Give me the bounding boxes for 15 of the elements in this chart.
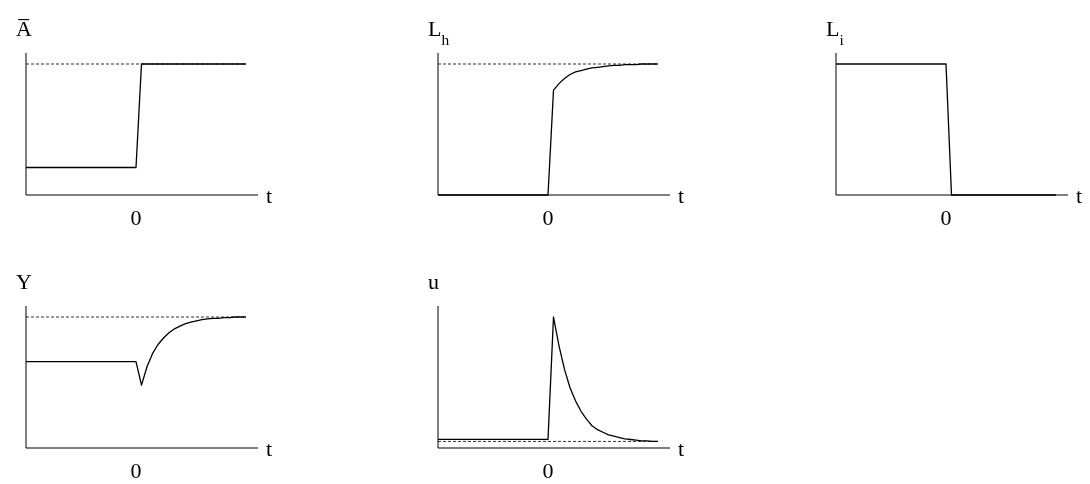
text: 0 [542, 458, 554, 483]
x-axis-title: t [1076, 183, 1083, 208]
chart-title: L$_{h}$ [428, 16, 450, 48]
text: 0 [130, 205, 142, 230]
chart-title: L$_{i}$ [826, 16, 844, 48]
chart-title: A̅ [16, 16, 32, 41]
text: 0 [130, 458, 142, 483]
chart-title: Y [16, 269, 32, 294]
x-axis-title: t [678, 183, 685, 208]
x-axis-title: t [266, 436, 273, 461]
chart-title: u [428, 269, 439, 294]
text: 0 [542, 205, 554, 230]
x-axis-title: t [266, 183, 273, 208]
x-axis-title: t [678, 436, 685, 461]
text: 0 [940, 205, 952, 230]
